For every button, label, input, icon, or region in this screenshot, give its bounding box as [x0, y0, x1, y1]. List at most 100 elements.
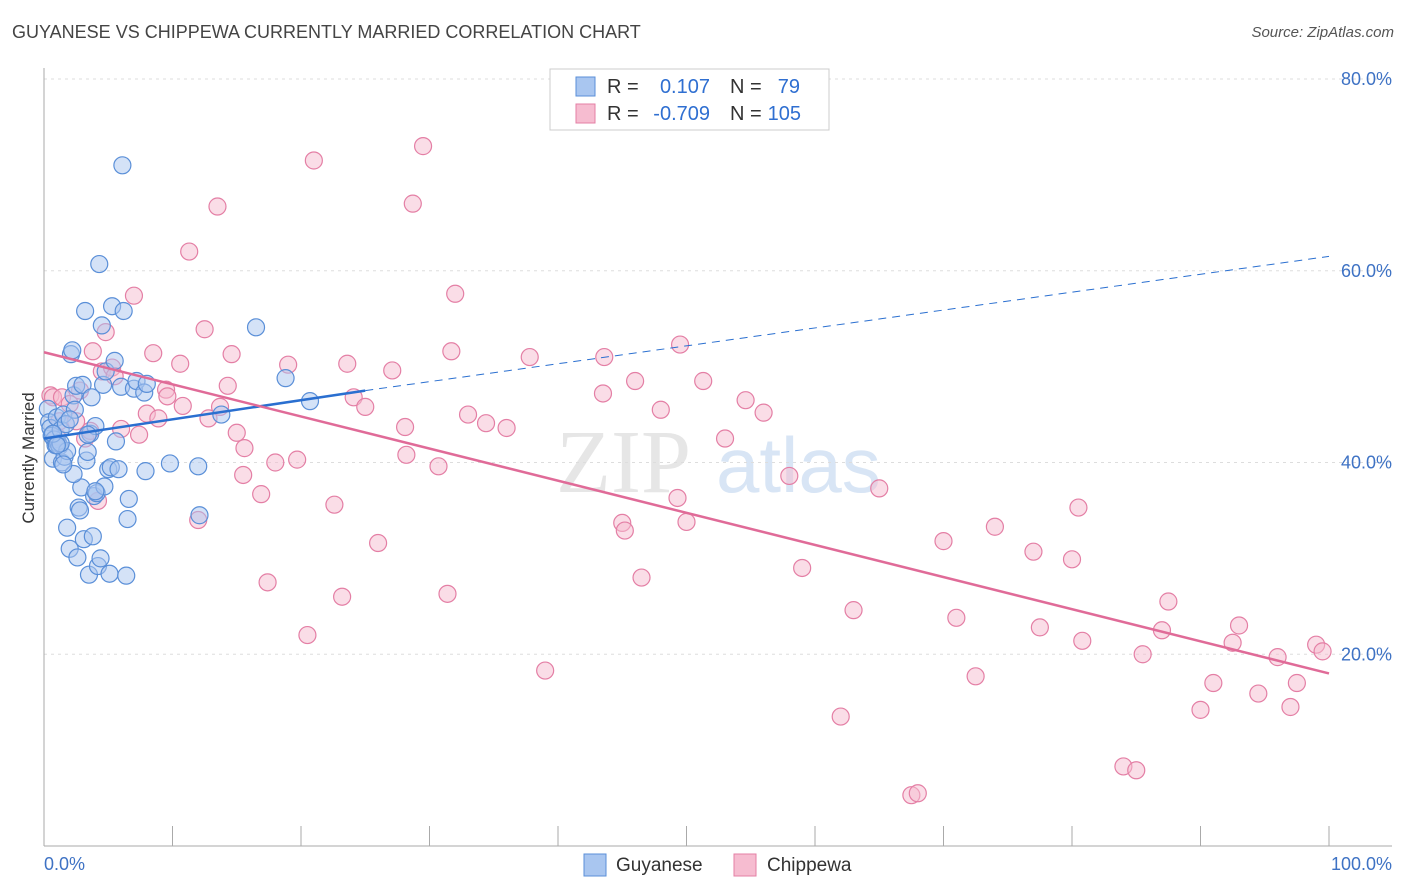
chippewa-point: [227, 423, 246, 442]
chippewa-point: [171, 354, 190, 373]
chippewa-point: [670, 335, 690, 354]
guyanese-point: [117, 566, 136, 585]
guyanese-point: [246, 318, 266, 337]
guyanese-point: [70, 501, 90, 520]
chippewa-point: [844, 601, 863, 620]
guyanese-point: [92, 316, 111, 335]
guyanese-point: [91, 549, 110, 568]
chippewa-point: [497, 418, 516, 438]
chippewa-point: [677, 512, 696, 532]
legend-box: [549, 68, 830, 131]
chippewa-point: [222, 345, 241, 364]
chippewa-point: [395, 417, 415, 437]
legend-swatch-guyanese: [575, 76, 596, 97]
chippewa-point: [625, 371, 645, 391]
chippewa-point: [258, 573, 277, 592]
y-tick-label-80: 80.0%: [1341, 69, 1392, 89]
guyanese-point: [100, 564, 119, 583]
chippewa-point: [298, 625, 317, 645]
chippewa-point: [615, 521, 634, 540]
chippewa-point: [235, 439, 254, 458]
chippewa-point: [870, 479, 889, 498]
x-ticks: [172, 826, 1330, 846]
chippewa-points: [41, 137, 1332, 805]
y-tick-label-60: 60.0%: [1341, 261, 1392, 281]
guyanese-points: [38, 156, 320, 585]
chippewa-point: [632, 568, 651, 587]
guyanese-point: [82, 388, 101, 407]
chippewa-point: [715, 429, 735, 448]
guyanese-point: [106, 432, 126, 451]
source-label: Source: ZipAtlas.com: [1251, 24, 1394, 41]
chippewa-point: [754, 403, 773, 422]
guyanese-point: [58, 518, 77, 537]
chippewa-point: [1191, 700, 1210, 719]
chippewa-point: [966, 667, 985, 686]
chippewa-point: [1073, 631, 1092, 650]
guyanese-point: [118, 509, 137, 529]
chippewa-point: [1204, 673, 1223, 693]
guyanese-point: [78, 425, 97, 444]
chippewa-point: [780, 466, 799, 486]
y-tick-label-20: 20.0%: [1341, 644, 1392, 664]
guyanese-point: [136, 462, 155, 481]
gridlines: [44, 78, 1392, 655]
legend-n-value-guyanese: 79: [778, 76, 800, 98]
correlation-legend: R = 0.107 N = 79 R = -0.709 N = 105: [549, 68, 830, 131]
legend-n-label-guyanese: N =: [730, 76, 762, 98]
chippewa-point: [985, 517, 1005, 536]
chippewa-point: [736, 391, 755, 410]
chippewa-point: [1229, 616, 1249, 635]
chippewa-point: [83, 342, 102, 361]
bottom-legend-label-guyanese: Guyanese: [616, 855, 703, 876]
chippewa-point: [1313, 642, 1332, 661]
chippewa-point: [338, 354, 357, 373]
chippewa-point: [1249, 684, 1268, 703]
guyanese-point: [160, 454, 180, 473]
chippewa-point: [1062, 550, 1082, 569]
guyanese-point: [119, 489, 138, 509]
chippewa-point: [446, 284, 465, 303]
chippewa-point: [1287, 673, 1306, 693]
guyanese-point: [113, 156, 132, 175]
y-tick-label-40: 40.0%: [1341, 453, 1392, 473]
chippewa-point: [403, 194, 422, 213]
chippewa-point: [947, 608, 966, 627]
guyanese-point: [276, 369, 295, 388]
chippewa-point: [218, 376, 237, 395]
bottom-legend-label-chippewa: Chippewa: [767, 855, 852, 876]
chippewa-point: [266, 453, 285, 472]
legend-n-value-chippewa: 105: [768, 103, 801, 125]
guyanese-point: [83, 527, 102, 546]
chippewa-point: [383, 361, 402, 380]
guyanese-point: [47, 436, 66, 455]
y-axis-label: Currently Married: [19, 392, 38, 523]
chippewa-trend-solid: [43, 351, 1330, 675]
chippewa-point: [180, 242, 199, 261]
chippewa-point: [458, 405, 478, 424]
series-legend: Guyanese Chippewa: [583, 853, 852, 877]
guyanese-point: [86, 482, 105, 501]
chippewa-point: [356, 397, 375, 416]
guyanese-trend-solid: [43, 389, 366, 440]
chippewa-point: [413, 137, 433, 156]
chippewa-point: [593, 384, 613, 403]
chippewa-point: [252, 485, 271, 504]
chippewa-point: [369, 533, 388, 553]
guyanese-point: [54, 455, 73, 474]
chippewa-point: [476, 414, 496, 433]
guyanese-point: [212, 405, 231, 424]
guyanese-point: [78, 442, 97, 462]
chippewa-point: [438, 584, 457, 603]
chippewa-point: [195, 320, 214, 339]
chippewa-point: [908, 784, 927, 803]
legend-n-label-chippewa: N =: [730, 103, 762, 125]
chippewa-point: [333, 587, 352, 606]
legend-r-label-guyanese: R =: [607, 76, 639, 98]
chippewa-point: [651, 400, 670, 419]
trend-lines: [43, 255, 1330, 675]
guyanese-point: [189, 457, 208, 476]
chippewa-point: [694, 371, 713, 391]
guyanese-point: [63, 341, 82, 360]
chippewa-point: [668, 488, 687, 508]
